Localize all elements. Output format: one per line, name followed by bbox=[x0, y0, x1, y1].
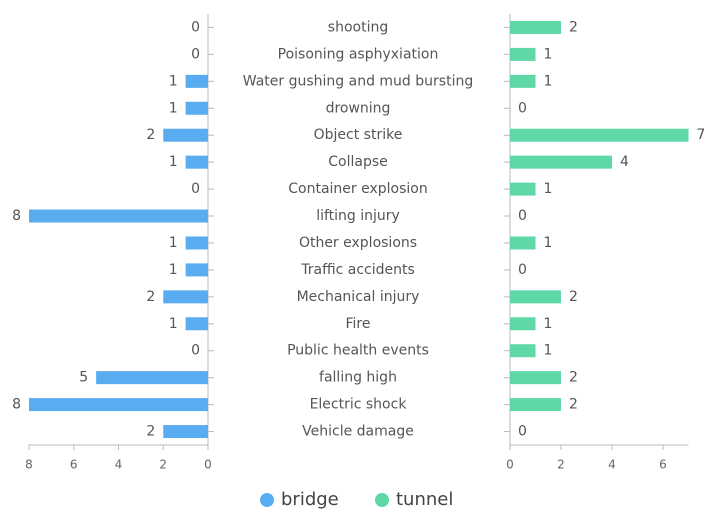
bar bbox=[510, 398, 561, 412]
value-label: 2 bbox=[569, 370, 578, 386]
value-label: 0 bbox=[191, 343, 200, 359]
value-label: 0 bbox=[191, 46, 200, 62]
value-label: 0 bbox=[518, 424, 527, 440]
value-label: 1 bbox=[169, 316, 178, 332]
x-tick-label: 6 bbox=[659, 458, 667, 472]
value-label: 8 bbox=[12, 208, 21, 224]
bar bbox=[510, 47, 536, 61]
bar bbox=[29, 398, 208, 412]
bar bbox=[510, 290, 561, 304]
category-label: Container explosion bbox=[288, 181, 427, 197]
category-label: Electric shock bbox=[310, 397, 408, 413]
x-tick-label: 8 bbox=[25, 458, 33, 472]
bar bbox=[96, 371, 208, 385]
value-label: 1 bbox=[544, 73, 553, 89]
x-tick-label: 2 bbox=[557, 458, 565, 472]
legend-swatch bbox=[375, 493, 389, 507]
bar bbox=[29, 209, 208, 223]
value-label: 1 bbox=[544, 235, 553, 251]
value-label: 1 bbox=[544, 181, 553, 197]
category-label: Traffic accidents bbox=[300, 262, 415, 278]
bar bbox=[163, 290, 208, 304]
value-label: 5 bbox=[79, 370, 88, 386]
value-label: 0 bbox=[518, 208, 527, 224]
legend-label: bridge bbox=[281, 489, 339, 510]
bar bbox=[185, 74, 208, 88]
value-label: 2 bbox=[569, 397, 578, 413]
value-label: 1 bbox=[544, 46, 553, 62]
x-tick-label: 4 bbox=[608, 458, 616, 472]
value-label: 0 bbox=[518, 100, 527, 116]
value-label: 4 bbox=[620, 154, 629, 170]
bar bbox=[510, 236, 536, 250]
bar bbox=[510, 317, 536, 331]
category-label: falling high bbox=[319, 370, 397, 386]
value-label: 0 bbox=[191, 19, 200, 35]
value-label: 1 bbox=[169, 262, 178, 278]
value-label: 2 bbox=[569, 19, 578, 35]
value-label: 2 bbox=[146, 424, 155, 440]
x-tick-label: 0 bbox=[204, 458, 212, 472]
bar bbox=[185, 263, 208, 277]
category-label: Other explosions bbox=[299, 235, 417, 251]
x-tick-label: 6 bbox=[70, 458, 78, 472]
bar bbox=[185, 317, 208, 331]
legend-label: tunnel bbox=[396, 489, 453, 510]
bar bbox=[185, 155, 208, 169]
bar bbox=[163, 425, 208, 439]
category-label: Poisoning asphyxiation bbox=[278, 46, 439, 62]
category-label: Water gushing and mud bursting bbox=[243, 73, 473, 89]
value-label: 1 bbox=[544, 343, 553, 359]
bar bbox=[510, 371, 561, 385]
x-tick-label: 0 bbox=[506, 458, 514, 472]
value-label: 0 bbox=[191, 181, 200, 197]
bar bbox=[510, 155, 612, 169]
bar bbox=[185, 101, 208, 115]
bar bbox=[510, 20, 561, 34]
value-label: 1 bbox=[169, 235, 178, 251]
value-label: 2 bbox=[146, 289, 155, 305]
legend-swatch bbox=[260, 493, 274, 507]
bar bbox=[185, 236, 208, 250]
category-label: Public health events bbox=[287, 343, 429, 359]
category-label: Vehicle damage bbox=[302, 424, 414, 440]
value-label: 8 bbox=[12, 397, 21, 413]
bar bbox=[510, 182, 536, 196]
value-label: 1 bbox=[544, 316, 553, 332]
x-tick-label: 4 bbox=[115, 458, 123, 472]
value-label: 0 bbox=[518, 262, 527, 278]
category-label: Fire bbox=[346, 316, 371, 332]
category-label: Object strike bbox=[314, 127, 403, 143]
category-label: Collapse bbox=[328, 154, 388, 170]
value-label: 7 bbox=[697, 127, 704, 143]
bar bbox=[510, 74, 536, 88]
category-label: lifting injury bbox=[316, 208, 400, 224]
category-label: drowning bbox=[326, 100, 391, 116]
category-label: Mechanical injury bbox=[297, 289, 420, 305]
value-label: 2 bbox=[146, 127, 155, 143]
value-label: 1 bbox=[169, 100, 178, 116]
value-label: 2 bbox=[569, 289, 578, 305]
bar bbox=[510, 128, 689, 142]
value-label: 1 bbox=[169, 73, 178, 89]
value-label: 1 bbox=[169, 154, 178, 170]
x-tick-label: 2 bbox=[159, 458, 167, 472]
category-label: shooting bbox=[328, 19, 388, 35]
bar bbox=[163, 128, 208, 142]
bar bbox=[510, 344, 536, 358]
